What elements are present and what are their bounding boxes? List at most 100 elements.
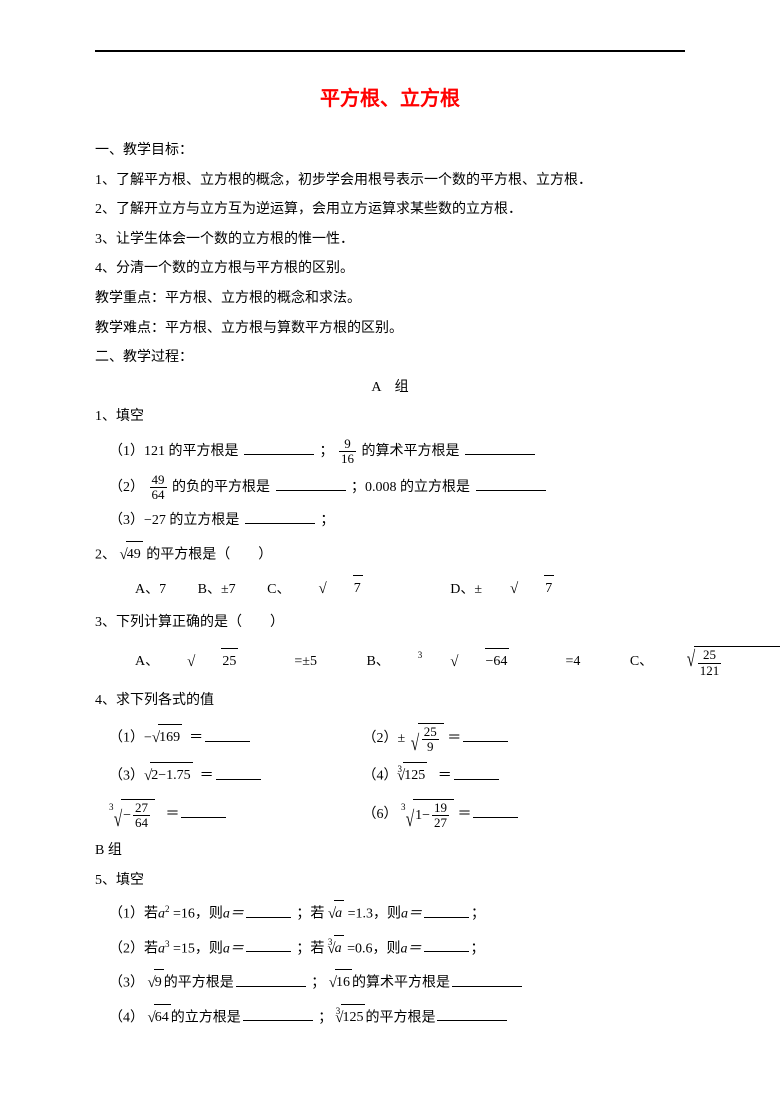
ruo: ；若 xyxy=(296,941,324,956)
q5-1n: =1.3，则 xyxy=(348,907,401,922)
q4-6-label: （6） xyxy=(363,807,398,822)
blank[interactable] xyxy=(205,726,250,741)
semicolon: ； xyxy=(318,1010,332,1025)
blank[interactable] xyxy=(246,902,291,917)
q3-option-a[interactable]: A、√25=±5 xyxy=(135,648,345,677)
q4-2-label: （2）± xyxy=(363,731,406,746)
equals: ＝ xyxy=(189,731,203,746)
blank[interactable] xyxy=(473,802,518,817)
q2-option-a[interactable]: A、7 xyxy=(135,577,166,604)
blank[interactable] xyxy=(424,902,469,917)
q4-row2: （3）√2−1.75 ＝ （4）3√125 ＝ xyxy=(95,762,685,791)
a-eq: a＝ xyxy=(401,941,422,956)
a-eq: a＝ xyxy=(401,907,422,922)
semicolon: ； xyxy=(471,941,485,956)
sqrt-169: √169 xyxy=(152,724,182,753)
q4-1-label: （1）− xyxy=(109,731,152,746)
q2-prefix: 2、 xyxy=(95,547,116,562)
q5-3a: （3） xyxy=(109,976,144,991)
cbrt-125: √125 xyxy=(335,1004,365,1033)
q5-4m: 的立方根是 xyxy=(171,1010,241,1025)
sup-3: 3 xyxy=(165,939,170,949)
q3-heading: 3、下列计算正确的是（ ） xyxy=(95,610,685,637)
top-rule xyxy=(95,50,685,52)
q1-1-text-a: （1）121 的平方根是 xyxy=(109,444,239,459)
semicolon: ； xyxy=(311,976,325,991)
fraction-9-16: 916 xyxy=(339,437,356,467)
blank[interactable] xyxy=(276,475,346,490)
q5-heading: 5、填空 xyxy=(95,868,685,895)
objective-4: 4、分清一个数的立方根与平方根的区别。 xyxy=(95,256,685,283)
cbrt-125: √125 xyxy=(397,762,427,791)
objective-2: 2、了解开立方与立方互为逆运算，会用立方运算求某些数的立方根． xyxy=(95,197,685,224)
fraction-49-64: 4964 xyxy=(150,473,167,503)
sqrt-9: √9 xyxy=(148,969,164,998)
equals: ＝ xyxy=(438,769,452,784)
ruo: ；若 xyxy=(296,907,324,922)
q1-1: （1）121 的平方根是 ； 916 的算术平方根是 xyxy=(95,437,685,467)
q1-2-text-b: ；0.008 的立方根是 xyxy=(351,480,470,495)
cbrt-1-minus-19-27: √1−1927 xyxy=(404,799,454,831)
q1-3-text: （3）−27 的立方根是 xyxy=(109,513,239,528)
sqrt-49: √49 xyxy=(120,541,143,570)
var-a: a xyxy=(158,941,165,956)
objective-1: 1、了解平方根、立方根的概念，初步学会用根号表示一个数的平方根、立方根． xyxy=(95,168,685,195)
blank[interactable] xyxy=(454,764,499,779)
q2-option-d[interactable]: D、±√7 xyxy=(450,575,610,604)
blank[interactable] xyxy=(463,726,508,741)
q1-heading: 1、填空 xyxy=(95,404,685,431)
q3-option-c[interactable]: C、 √25121 ＝ 511 xyxy=(630,646,780,678)
difficulty: 教学难点：平方根、立方根与算数平方根的区别。 xyxy=(95,316,685,343)
q4-row3: 3 √−2764 ＝ （6） 3 √1−1927 ＝ xyxy=(95,799,685,831)
q2-text: 的平方根是（ ） xyxy=(146,547,272,562)
var-a: a xyxy=(158,907,165,922)
q5-4: （4） √64的立方根是 ； 3√125的平方根是 xyxy=(95,1004,685,1033)
q3-option-b[interactable]: B、3√−64=4 xyxy=(366,648,608,677)
q4-3-label: （3） xyxy=(109,769,144,784)
q2-option-b[interactable]: B、±7 xyxy=(198,577,236,604)
blank[interactable] xyxy=(181,802,226,817)
blank[interactable] xyxy=(236,971,306,986)
sqrt-a: √a xyxy=(328,900,344,929)
blank[interactable] xyxy=(437,1006,507,1021)
blank[interactable] xyxy=(244,440,314,455)
sup-2: 2 xyxy=(165,904,170,914)
q5-3m: 的平方根是 xyxy=(164,976,234,991)
doc-title: 平方根、立方根 xyxy=(95,80,685,118)
sqrt-25-9: √259 xyxy=(409,723,444,755)
q5-2: （2）若a3 =15，则a＝ ；若 3√a =0.6，则a＝； xyxy=(95,935,685,964)
q4-heading: 4、求下列各式的值 xyxy=(95,688,685,715)
blank[interactable] xyxy=(452,971,522,986)
q5-1: （1）若a2 =16，则a＝ ；若 √a =1.3，则a＝； xyxy=(95,900,685,929)
sqrt-16: √16 xyxy=(329,969,352,998)
semicolon: ； xyxy=(320,513,334,528)
q3-options: A、√25=±5 B、3√−64=4 C、 √25121 ＝ 511 D、√9=… xyxy=(95,646,685,678)
q5-1m: =16，则 xyxy=(173,907,223,922)
q2-options: A、7 B、±7 C、√7 D、±√7 xyxy=(95,575,685,604)
q1-1-text-b: 的算术平方根是 xyxy=(362,444,460,459)
q1-2: （2） 4964 的负的平方根是 ；0.008 的立方根是 xyxy=(95,473,685,503)
sqrt-64: √64 xyxy=(148,1004,171,1033)
q4-row1: （1）−√169 ＝ （2）± √259 ＝ xyxy=(95,723,685,755)
key-point: 教学重点：平方根、立方根的概念和求法。 xyxy=(95,286,685,313)
blank[interactable] xyxy=(245,509,315,524)
blank[interactable] xyxy=(216,764,261,779)
blank[interactable] xyxy=(424,937,469,952)
q5-3: （3） √9的平方根是 ； √16的算术平方根是 xyxy=(95,969,685,998)
q2-option-c[interactable]: C、√7 xyxy=(267,575,419,604)
q1-3: （3）−27 的立方根是 ； xyxy=(95,508,685,535)
q5-3n: 的算术平方根是 xyxy=(352,976,450,991)
equals: ＝ xyxy=(165,807,179,822)
group-b-heading: B 组 xyxy=(95,838,685,865)
blank[interactable] xyxy=(243,1006,313,1021)
q1-2-text-a: 的负的平方根是 xyxy=(172,480,270,495)
blank[interactable] xyxy=(465,440,535,455)
q5-4n: 的平方根是 xyxy=(365,1010,435,1025)
q5-2a: （2）若 xyxy=(109,941,158,956)
q5-2n: =0.6，则 xyxy=(347,941,400,956)
blank[interactable] xyxy=(246,937,291,952)
group-a-heading: A 组 xyxy=(95,375,685,402)
blank[interactable] xyxy=(476,475,546,490)
q5-2m: =15，则 xyxy=(173,941,223,956)
semicolon: ； xyxy=(320,444,334,459)
